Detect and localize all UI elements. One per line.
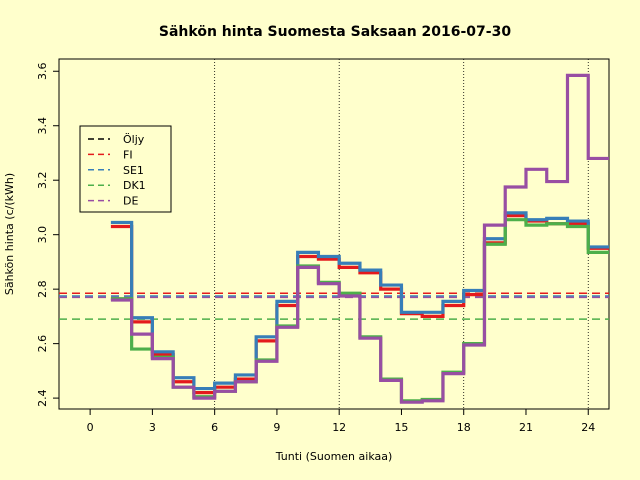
series-line-de xyxy=(110,73,609,404)
x-tick-label: 24 xyxy=(581,421,595,434)
x-tick-label: 3 xyxy=(149,421,156,434)
series-group xyxy=(110,73,609,404)
legend-label: FI xyxy=(123,148,133,161)
y-tick-label: 3.4 xyxy=(36,117,49,134)
x-axis: 0 3 6 9 12 15 18 21 24 xyxy=(87,409,595,434)
x-tick-label: 21 xyxy=(519,421,533,434)
y-tick-label: 2.6 xyxy=(36,335,49,353)
reference-vlines xyxy=(214,59,589,409)
chart-title: Sähkön hinta Suomesta Saksaan 2016-07-30 xyxy=(159,24,511,40)
average-hlines xyxy=(59,292,609,320)
legend: Öljy FI SE1 DK1 DE xyxy=(79,125,172,213)
y-tick-label: 3.0 xyxy=(36,226,49,244)
y-tick-label: 2.4 xyxy=(36,389,49,407)
legend-box xyxy=(79,125,172,213)
x-tick-label: 15 xyxy=(394,421,408,434)
series-line-se1 xyxy=(110,211,609,391)
y-tick-label: 3.6 xyxy=(36,63,49,81)
legend-label: DE xyxy=(123,195,138,208)
legend-label: DK1 xyxy=(123,179,146,192)
x-tick-label: 18 xyxy=(457,421,471,434)
y-tick-label: 3.2 xyxy=(36,171,49,189)
y-tick-label: 2.8 xyxy=(36,280,49,298)
x-axis-label: Tunti (Suomen aikaa) xyxy=(275,450,393,463)
x-tick-label: 6 xyxy=(211,421,218,434)
plot-frame xyxy=(58,58,610,410)
x-tick-label: 12 xyxy=(332,421,346,434)
x-tick-label: 0 xyxy=(87,421,94,434)
legend-label: Öljy xyxy=(123,133,145,146)
legend-label: SE1 xyxy=(123,164,144,177)
y-axis-label: Sähkön hinta (c/(kWh) xyxy=(3,173,16,295)
y-axis: 2.4 2.6 2.8 3.0 3.2 3.4 3.6 xyxy=(36,63,59,407)
x-tick-label: 9 xyxy=(273,421,280,434)
